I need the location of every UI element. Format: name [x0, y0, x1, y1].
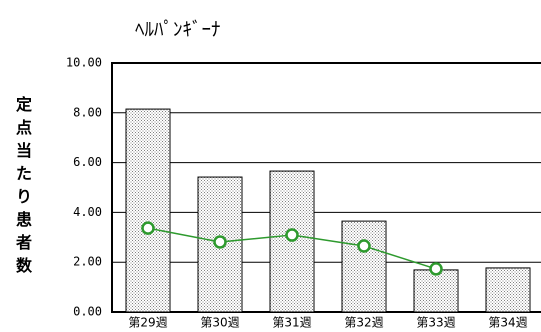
- y-tick-label: 0.00: [73, 305, 102, 319]
- x-tick-label: 第34週: [488, 316, 527, 330]
- line-marker: [429, 262, 443, 276]
- plot-frame: [111, 62, 541, 313]
- y-tick-label: 2.00: [73, 255, 102, 269]
- bar: [413, 269, 459, 313]
- y-axis-label: 定点当たり患者数: [15, 95, 33, 275]
- x-tick-label: 第33週: [416, 316, 455, 330]
- line-marker: [285, 228, 299, 242]
- bar: [197, 176, 243, 313]
- x-tick-label: 第29週: [128, 316, 167, 330]
- bar: [125, 108, 171, 313]
- line-marker: [213, 235, 227, 249]
- y-tick-label: 4.00: [73, 205, 102, 219]
- line-marker: [357, 239, 371, 253]
- line-marker: [141, 221, 155, 235]
- chart-title: ﾍﾙﾊﾟﾝｷﾞｰﾅ: [135, 19, 221, 41]
- bar: [341, 220, 387, 313]
- y-tick-label: 10.00: [66, 56, 102, 70]
- x-tick-label: 第30週: [200, 316, 239, 330]
- x-tick-label: 第31週: [272, 316, 311, 330]
- y-axis-label-text: 定点当たり患者数: [15, 95, 33, 275]
- y-tick-label: 8.00: [73, 105, 102, 119]
- bar: [485, 267, 531, 313]
- y-tick-label: 6.00: [73, 155, 102, 169]
- x-tick-label: 第32週: [344, 316, 383, 330]
